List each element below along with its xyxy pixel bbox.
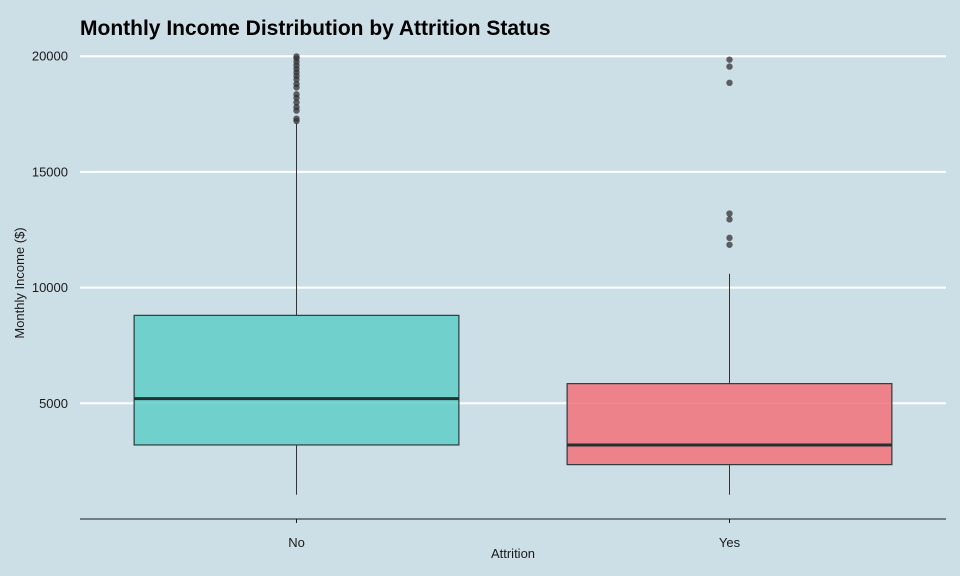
- chart-title: Monthly Income Distribution by Attrition…: [80, 17, 551, 40]
- outlier-point: [726, 241, 733, 248]
- y-tick-label: 10000: [32, 280, 68, 295]
- y-tick-label: 5000: [39, 396, 68, 411]
- outlier-point: [293, 103, 300, 111]
- y-tick-label: 20000: [32, 49, 68, 64]
- x-ticks: No Yes: [288, 519, 741, 550]
- x-tick-label: No: [288, 535, 305, 550]
- boxes: [133, 53, 893, 495]
- outlier-point: [726, 210, 733, 217]
- y-axis-label: Monthly Income ($): [12, 227, 27, 338]
- outlier-point: [293, 99, 300, 106]
- x-axis-label: Attrition: [491, 546, 535, 561]
- outlier-point: [293, 53, 300, 60]
- outlier-point: [293, 80, 300, 88]
- outlier-point: [726, 79, 733, 87]
- outlier-point: [726, 63, 733, 70]
- outlier-point: [726, 234, 733, 242]
- outlier-point: [726, 216, 733, 223]
- y-tick-label: 15000: [32, 164, 68, 179]
- outlier-point: [293, 115, 300, 122]
- box-yes: [566, 383, 893, 466]
- outlier-point: [293, 91, 300, 98]
- outlier-point: [726, 56, 733, 63]
- x-tick-label: Yes: [719, 535, 741, 550]
- box-no: [133, 314, 460, 446]
- y-ticks: 5000 10000 15000 20000: [32, 49, 68, 411]
